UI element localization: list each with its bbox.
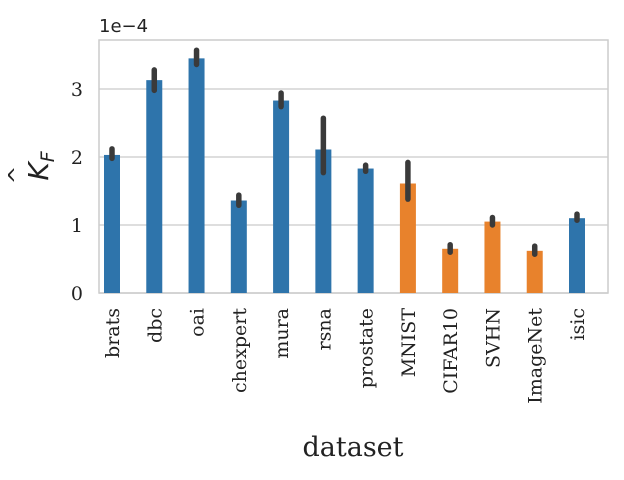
y-tick-label: 1 (71, 215, 83, 237)
bar-oai (188, 58, 205, 294)
y-tick-label: 0 (71, 283, 83, 305)
x-tick-label: oai (187, 308, 209, 337)
bars (104, 58, 585, 294)
bar-mnist (399, 183, 416, 293)
svg-text:KF: KF (22, 150, 59, 180)
bar-mura (273, 100, 290, 293)
bar-prostate (357, 168, 374, 293)
plot-area (98, 39, 609, 294)
x-tick-label: CIFAR10 (440, 308, 462, 394)
x-tick-label: ImageNet (525, 308, 547, 404)
bar-brats (104, 154, 120, 293)
y-scale-label: 1e−4 (99, 16, 148, 37)
x-tick-labels: brats dbc oai chexpert mura rsna prostate MNIST… (102, 308, 589, 404)
svg-text:^: ^ (5, 166, 30, 184)
x-tick-label: isic (567, 308, 589, 341)
y-tick-label: 2 (71, 147, 83, 169)
bar-rsna (315, 149, 332, 293)
error-bars (109, 47, 580, 257)
bar-dbc (146, 80, 163, 293)
y-tick-label: 3 (71, 79, 83, 101)
x-axis-title: dataset (302, 432, 403, 463)
bar-imagenet (526, 250, 543, 293)
bar-cifar10 (442, 248, 459, 293)
bar-isic (569, 218, 585, 293)
x-tick-label: SVHN (482, 308, 504, 368)
x-tick-label: prostate (356, 308, 378, 388)
x-tick-label: dbc (144, 308, 166, 343)
y-axis-title: KF ^ (5, 150, 59, 184)
x-tick-label: MNIST (398, 308, 420, 378)
bar-svhn (484, 221, 501, 293)
x-tick-label: rsna (313, 308, 335, 350)
x-tick-label: mura (271, 308, 293, 359)
y-tick-labels: 0 1 2 3 (71, 79, 83, 305)
x-tick-label: brats (102, 308, 124, 358)
bar-chexpert (230, 200, 247, 293)
x-tick-label: chexpert (229, 308, 251, 393)
